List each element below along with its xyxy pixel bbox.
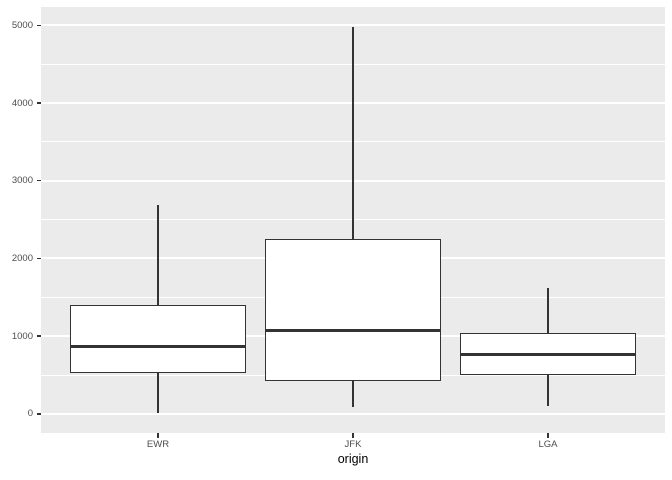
y-tick-label: 2000 (11, 252, 33, 264)
boxplot-ewr-box (70, 305, 246, 373)
boxplot-jfk-median-line (265, 329, 441, 333)
y-tick-label: 0 (27, 408, 33, 420)
y-axis-tick (36, 179, 41, 182)
boxplot-lga-lower-whisker (547, 374, 549, 407)
gridline-major (41, 24, 665, 27)
boxplot-ewr-median-line (70, 344, 246, 348)
y-axis-tick (36, 24, 41, 27)
gridline-major (41, 412, 665, 415)
boxplot-jfk-lower-whisker (352, 380, 354, 407)
boxplot-lga-median-line (460, 353, 636, 357)
y-axis-tick (36, 335, 41, 337)
x-tick-label: JFK (344, 439, 362, 450)
boxplot-ewr-upper-whisker (157, 204, 159, 306)
x-axis-tick (352, 433, 354, 438)
y-axis-tick (36, 413, 41, 415)
boxplot-ewr-lower-whisker (157, 372, 159, 413)
plot-panel (41, 7, 665, 433)
x-axis-tick (157, 433, 159, 438)
y-tick-label: 5000 (11, 19, 33, 31)
boxplot-jfk-upper-whisker (352, 26, 354, 240)
y-tick-label: 4000 (11, 97, 33, 109)
y-tick-label: 1000 (11, 330, 33, 342)
y-tick-label: 3000 (11, 175, 33, 187)
boxplot-jfk-box (265, 239, 441, 381)
y-axis-tick (36, 257, 41, 260)
boxplot-lga-upper-whisker (547, 288, 549, 334)
x-tick-label: EWR (146, 439, 170, 450)
x-axis-title: origin (337, 452, 369, 466)
x-axis-tick (547, 433, 549, 438)
x-tick-label: LGA (538, 439, 558, 450)
y-axis-tick (36, 102, 41, 104)
